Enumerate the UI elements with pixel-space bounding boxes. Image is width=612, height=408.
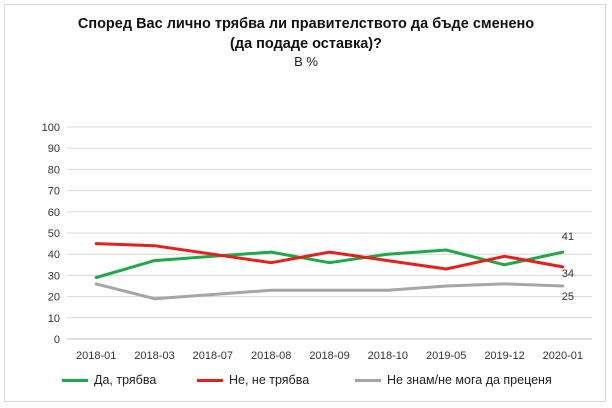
legend: Да, трябва Не, не трябва Не знам/не мога… [0, 373, 612, 389]
chart-title-line1: Според Вас лично трябва ли правителствот… [77, 16, 535, 32]
y-tick-label: 0 [54, 334, 60, 346]
y-tick-label: 30 [48, 270, 60, 282]
y-tick-label: 70 [48, 186, 60, 198]
legend-label-no: Не, не трябва [229, 373, 310, 387]
x-tick-label: 2018-07 [193, 350, 233, 362]
legend-swatch-no [197, 378, 223, 382]
y-tick-label: 10 [48, 313, 60, 325]
legend-swatch-dontknow [355, 378, 381, 382]
data-label-0: 41 [562, 231, 574, 243]
x-tick-label: 2018-10 [368, 350, 408, 362]
y-tick-label: 90 [48, 143, 60, 155]
legend-swatch-yes [62, 378, 88, 382]
data-label-2: 25 [562, 291, 574, 303]
x-tick-label: 2018-09 [309, 350, 349, 362]
x-tick-label: 2018-08 [251, 350, 291, 362]
y-tick-label: 100 [42, 122, 60, 134]
chart-subtitle: В % [294, 54, 318, 69]
y-tick-label: 50 [48, 228, 60, 240]
legend-label-dontknow: Не знам/не мога да преценя [387, 373, 552, 387]
legend-item-no: Не, не трябва [197, 373, 309, 387]
y-tick-label: 40 [48, 249, 60, 261]
y-tick-label: 80 [48, 164, 60, 176]
x-tick-label: 2018-01 [76, 350, 116, 362]
series-line-1 [94, 242, 565, 271]
x-tick-label: 2019-12 [484, 350, 524, 362]
legend-item-dontknow: Не знам/не мога да преценя [355, 373, 552, 387]
x-tick-label: 2018-03 [134, 350, 174, 362]
data-label-1: 34 [562, 268, 574, 280]
y-tick-label: 60 [48, 207, 60, 219]
x-tick-label: 2020-01 [543, 350, 583, 362]
chart-title-line2: (да подаде оставка)? [230, 36, 382, 52]
x-tick-label: 2019-05 [426, 350, 466, 362]
legend-item-yes: Да, трябва [62, 373, 156, 387]
chart-frame [4, 4, 606, 402]
y-tick-label: 20 [48, 292, 60, 304]
legend-label-yes: Да, трябва [94, 373, 157, 387]
